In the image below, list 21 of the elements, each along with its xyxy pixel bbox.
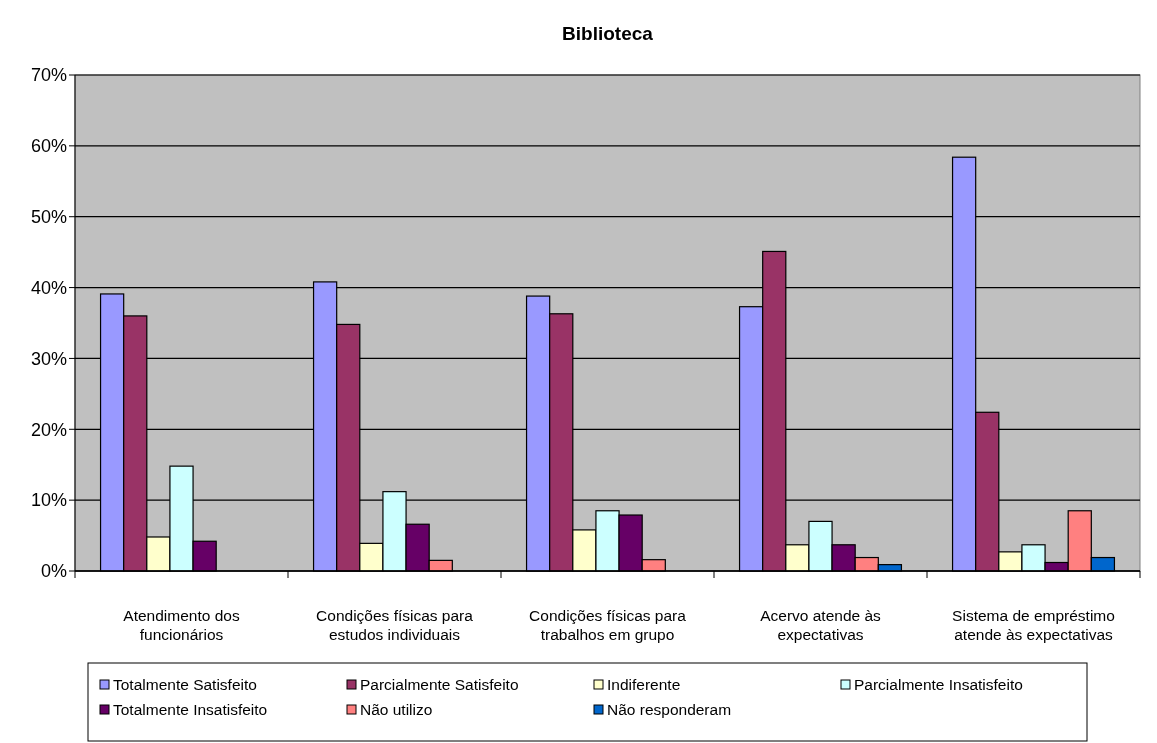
legend-label: Não utilizo	[360, 701, 433, 719]
y-tick-label: 50%	[30, 207, 67, 228]
legend-label: Totalmente Satisfeito	[113, 676, 257, 694]
x-tick-label: Atendimento dos funcionários	[123, 607, 240, 643]
y-tick-label: 0%	[40, 561, 67, 582]
y-tick-label: 10%	[30, 490, 67, 511]
legend-label: Parcialmente Insatisfeito	[854, 676, 1023, 694]
legend-label: Totalmente Insatisfeito	[113, 701, 268, 719]
legend-label: Indiferente	[607, 676, 681, 694]
y-tick-label: 30%	[30, 348, 67, 369]
legend-label: Parcialmente Satisfeito	[360, 676, 519, 694]
y-tick-label: 20%	[30, 419, 67, 440]
chart-title: Biblioteca	[562, 23, 654, 44]
x-tick-label: Condições físicas para trabalhos em grupo	[529, 607, 687, 643]
y-tick-label: 60%	[30, 136, 67, 157]
x-tick-label: Sistema de empréstimo atende às expectativas	[952, 607, 1115, 643]
y-tick-label: 70%	[30, 65, 67, 86]
x-tick-label: Acervo atende às expectativas	[760, 607, 882, 643]
y-tick-label: 40%	[30, 277, 67, 298]
x-tick-label: Condições físicas para estudos individuais	[316, 607, 474, 643]
legend-label: Não responderam	[607, 701, 732, 719]
